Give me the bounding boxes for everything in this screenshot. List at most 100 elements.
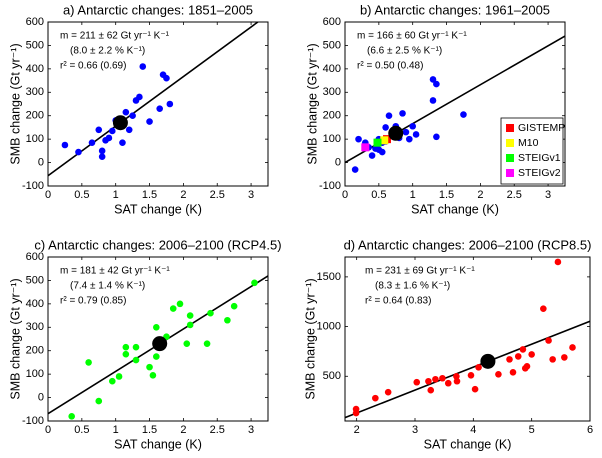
- y-tick-label: 500: [26, 274, 44, 286]
- plot-content: [345, 258, 590, 419]
- data-point: [561, 354, 568, 361]
- data-point: [146, 118, 153, 125]
- data-point: [412, 131, 420, 138]
- data-point: [156, 105, 163, 112]
- annotation: m = 166 ± 60 Gt yr⁻¹ K⁻¹: [357, 31, 467, 42]
- data-point: [495, 370, 502, 378]
- y-axis-label: SMB change (Gt yr⁻¹): [8, 278, 22, 399]
- y-tick-label: 100: [26, 368, 44, 380]
- x-tick-label: 2.5: [210, 189, 225, 201]
- x-tick-label: 4: [470, 424, 476, 436]
- panel: 2 3 4 5 6 500 1000 1500 m = 231 ± 69 Gt yr⁻¹ K⁻¹…: [303, 237, 593, 451]
- data-point: [509, 368, 517, 376]
- data-point: [432, 375, 439, 383]
- x-tick-label: 3: [545, 189, 551, 201]
- plot-frame: [344, 256, 591, 422]
- y-tick-label: 0: [38, 156, 44, 168]
- x-tick-label: 5: [529, 424, 535, 436]
- y-tick-label: 200: [26, 110, 44, 122]
- x-tick-label: 2: [180, 189, 186, 201]
- data-point: [166, 100, 174, 108]
- data-point: [372, 394, 379, 402]
- x-tick-label: 1: [410, 189, 416, 201]
- x-tick-label: 0: [45, 424, 51, 436]
- y-tick-label: 500: [323, 39, 341, 51]
- data-point: [85, 359, 92, 366]
- y-tick-label: 200: [323, 110, 341, 122]
- chart-title: d) Antarctic changes: 2006–2100 (RCP8.5): [344, 237, 592, 252]
- data-point: [132, 343, 140, 351]
- y-tick-label: 1000: [317, 320, 341, 332]
- data-point: [136, 93, 143, 101]
- data-point: [230, 302, 238, 310]
- legend-label: GISTEMP: [518, 122, 565, 134]
- annotation: r² = 0.79 (0.85): [60, 296, 126, 307]
- data-point: [460, 111, 467, 118]
- x-tick-label: 0.5: [74, 189, 89, 201]
- data-point: [68, 413, 75, 420]
- x-tick-label: 1.5: [439, 189, 454, 201]
- data-point: [406, 135, 413, 143]
- data-point: [355, 135, 362, 143]
- data-point: [129, 112, 136, 120]
- y-tick-label: 0: [38, 391, 44, 403]
- mean-point: [112, 115, 128, 131]
- y-tick-label: 600: [26, 16, 44, 28]
- data-point: [402, 128, 410, 136]
- y-tick-label: 100: [26, 133, 44, 145]
- y-tick-label: 400: [26, 63, 44, 75]
- y-axis-label: SMB change (Gt yr⁻¹): [303, 278, 317, 399]
- y-axis-label: SMB change (Gt yr⁻¹): [8, 43, 22, 164]
- x-axis-label: SAT change (K): [114, 202, 202, 216]
- data-point: [98, 147, 106, 155]
- data-point: [186, 312, 194, 319]
- x-tick-label: 0.5: [74, 424, 89, 436]
- data-point: [413, 378, 421, 386]
- x-tick-label: 2: [180, 424, 186, 436]
- data-point: [373, 138, 382, 147]
- data-point: [169, 305, 177, 312]
- data-point: [399, 110, 406, 117]
- x-tick-label: 0.5: [371, 189, 386, 201]
- data-point: [439, 374, 446, 382]
- data-point: [139, 63, 147, 70]
- data-point: [98, 153, 106, 161]
- plot-frame: [47, 21, 269, 187]
- data-point: [122, 350, 130, 358]
- data-point: [429, 76, 437, 83]
- mean-point: [480, 353, 496, 369]
- data-point: [523, 363, 531, 370]
- annotation: m = 181 ± 42 Gt yr⁻¹ K⁻¹: [60, 266, 170, 277]
- y-tick-label: 600: [323, 16, 341, 28]
- x-tick-label: 0: [45, 189, 51, 201]
- data-point: [475, 364, 482, 371]
- plot-frame: [344, 21, 566, 187]
- data-point: [569, 344, 576, 351]
- y-tick-label: 400: [26, 298, 44, 310]
- data-point: [425, 377, 432, 385]
- data-point: [95, 126, 103, 134]
- data-point: [153, 353, 160, 360]
- y-tick-label: 300: [323, 86, 341, 98]
- plot-content: [48, 275, 268, 420]
- data-point: [176, 300, 184, 308]
- data-point: [453, 377, 461, 385]
- x-tick-label: 0: [342, 189, 348, 201]
- data-point: [444, 379, 452, 387]
- data-point: [115, 373, 123, 380]
- y-tick-label: 300: [26, 86, 44, 98]
- legend-swatch: [506, 124, 514, 132]
- annotation: r² = 0.64 (0.83): [365, 296, 431, 307]
- x-tick-label: 3: [248, 424, 254, 436]
- x-tick-label: 2: [477, 189, 483, 201]
- data-point: [122, 108, 130, 116]
- y-tick-label: 600: [26, 251, 44, 263]
- legend-swatch: [506, 169, 514, 177]
- x-axis-label: SAT change (K): [424, 437, 512, 451]
- data-point: [352, 405, 360, 413]
- data-point: [119, 139, 126, 146]
- x-tick-label: 3: [248, 189, 254, 201]
